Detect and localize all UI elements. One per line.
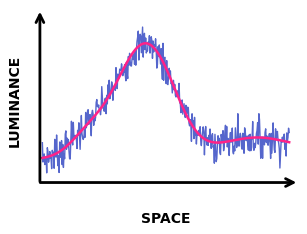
Text: SPACE: SPACE (141, 212, 191, 226)
Text: LUMINANCE: LUMINANCE (8, 55, 22, 147)
